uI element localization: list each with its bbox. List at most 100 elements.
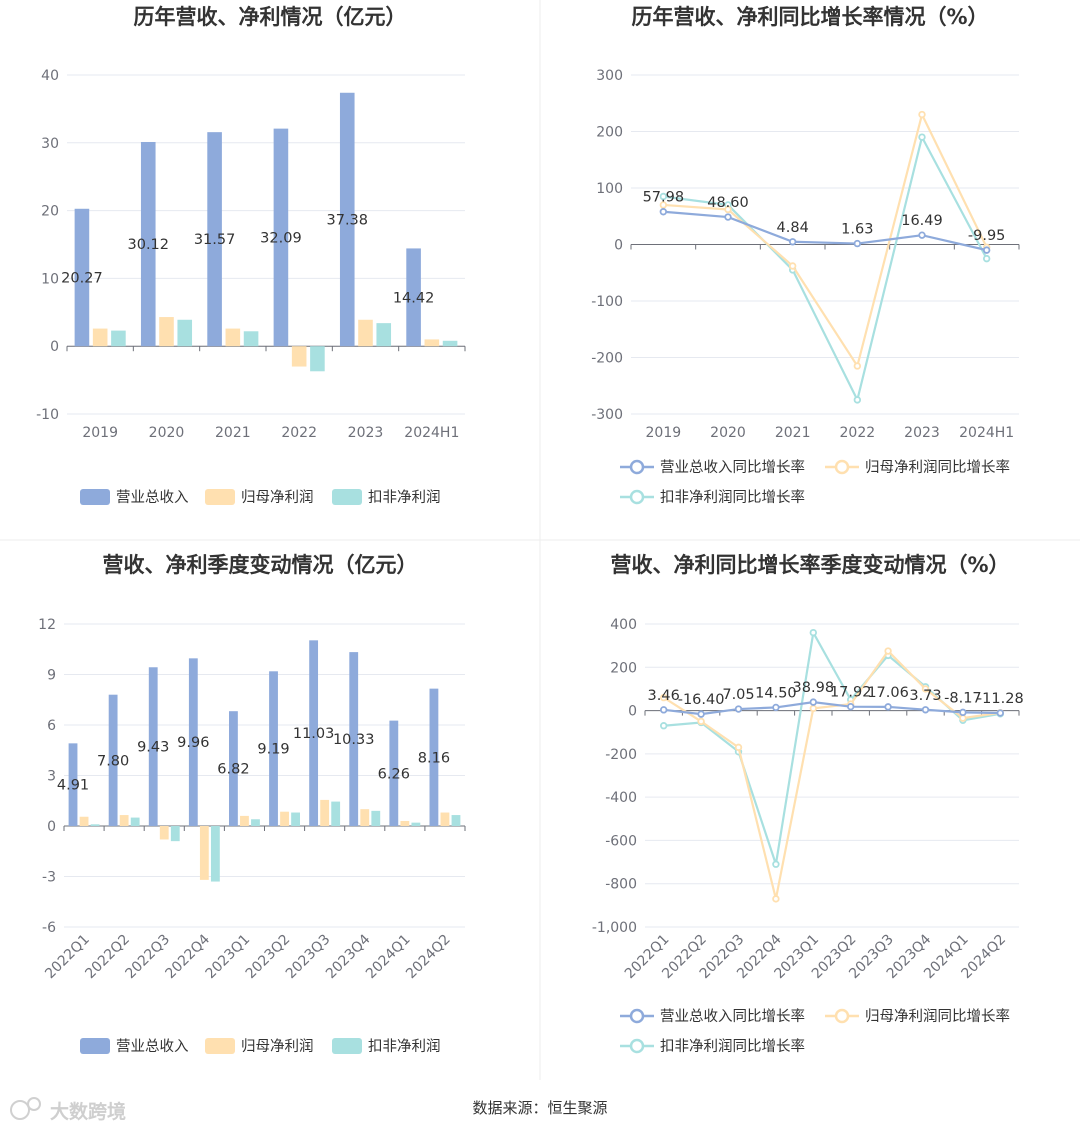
point-deducted_profit (982, 254, 991, 263)
bar-deducted_profit (371, 810, 381, 826)
bar-revenue (148, 667, 158, 826)
bar-data-label: 37.38 (327, 212, 369, 228)
line-data-label: 57.98 (643, 190, 685, 206)
bar-deducted_profit (291, 812, 300, 826)
point-revenue (982, 246, 991, 254)
legend-item[interactable]: 扣非净利润同比增长率 (620, 489, 805, 506)
line-net_profit (663, 111, 988, 369)
line-data-label: -8.17 (944, 690, 982, 706)
bar-net_profit (159, 826, 169, 840)
legend-item[interactable]: 归母净利润 (205, 489, 314, 506)
line-data-label: 17.06 (867, 685, 909, 701)
legend-item[interactable]: 营业总收入 (80, 1038, 189, 1055)
bar-revenue (269, 671, 278, 826)
bar-net_profit (424, 339, 440, 347)
bar-revenue (68, 743, 78, 826)
bar-revenue (309, 640, 319, 826)
bar-deducted_profit (243, 331, 259, 347)
legend-item[interactable]: 营业总收入同比增长率 (620, 1008, 805, 1025)
bar-deducted_profit (331, 801, 341, 826)
x-tick-label: 2019 (82, 425, 118, 441)
point-deducted_profit (659, 192, 668, 201)
legend-swatch (80, 1038, 110, 1054)
bar-data-label: 10.33 (333, 732, 375, 748)
point-revenue (697, 710, 705, 718)
legend-label: 归母净利润同比增长率 (865, 459, 1010, 476)
legend-item[interactable]: 扣非净利润 (332, 489, 441, 506)
legend-label: 归母净利润同比增长率 (865, 1008, 1010, 1025)
legend-swatch (332, 489, 362, 505)
bar-revenue (108, 694, 118, 826)
bar-net_profit (225, 328, 241, 347)
chart-title-quarterly-growth: 营收、净利同比增长率季度变动情况（%） (610, 553, 1009, 577)
y-tick-label: 0 (614, 238, 623, 254)
legend-swatch (205, 1038, 235, 1054)
bar-data-label: 32.09 (260, 230, 302, 246)
y-tick-label: 12 (38, 617, 56, 633)
bar-net_profit (280, 811, 289, 826)
legend-item[interactable]: 营业总收入 (80, 489, 189, 506)
bar-deducted_profit (111, 330, 126, 347)
bar-data-label: 6.26 (378, 766, 410, 782)
legend-item[interactable]: 归母净利润 (205, 1038, 314, 1055)
y-tick-label: 20 (41, 204, 59, 220)
line-data-label: 16.49 (901, 213, 943, 229)
bar-deducted_profit (411, 822, 421, 826)
y-tick-label: -3 (42, 870, 56, 886)
y-tick-label: 30 (41, 136, 59, 152)
y-tick-label: -100 (591, 294, 623, 310)
line-data-label: 4.84 (777, 220, 809, 236)
bar-data-label: 9.43 (137, 740, 169, 756)
legend-item[interactable]: 扣非净利润 (332, 1038, 441, 1055)
bar-deducted_profit (376, 323, 392, 347)
x-tick-label: 2021 (775, 425, 811, 441)
legend-swatch (332, 1038, 362, 1054)
bar-net_profit (92, 328, 108, 347)
y-tick-label: -1,000 (592, 920, 637, 936)
line-revenue (663, 701, 1001, 716)
y-tick-label: 100 (596, 181, 623, 197)
point-revenue (853, 239, 862, 248)
bar-revenue (406, 248, 421, 347)
y-tick-label: 0 (628, 704, 637, 720)
y-tick-label: -10 (36, 407, 59, 423)
bar-revenue (188, 658, 198, 826)
legend-item[interactable]: 扣非净利润同比增长率 (620, 1038, 805, 1055)
legend-label: 扣非净利润 (368, 1038, 441, 1055)
bar-data-label: 4.91 (57, 778, 89, 794)
bar-data-label: 6.82 (217, 762, 249, 778)
chart-title-annual-growth: 历年营收、净利同比增长率情况（%） (631, 5, 988, 29)
legend-item[interactable]: 营业总收入同比增长率 (620, 459, 805, 476)
point-net_profit (884, 647, 892, 655)
line-data-label: 3.46 (648, 688, 680, 704)
line-data-label: -9.95 (968, 228, 1006, 244)
bar-revenue (140, 141, 156, 347)
point-net_profit (659, 201, 668, 209)
point-net_profit (724, 205, 732, 214)
legend-item[interactable]: 归母净利润同比增长率 (825, 1008, 1010, 1025)
bar-revenue (229, 711, 238, 826)
point-revenue (724, 213, 732, 221)
data-source: 数据来源：恒生聚源 (472, 1099, 607, 1117)
y-tick-label: 200 (610, 660, 637, 676)
point-net_profit (959, 714, 967, 722)
bar-deducted_profit (170, 826, 180, 842)
bar-deducted_profit (210, 826, 220, 882)
point-revenue (659, 208, 668, 216)
bar-data-label: 30.12 (128, 237, 170, 253)
bar-net_profit (291, 346, 307, 367)
legend-label: 归母净利润 (241, 489, 314, 506)
x-tick-label: 2023 (348, 425, 384, 441)
point-revenue (734, 705, 743, 713)
x-tick-label: 2024H1 (959, 425, 1014, 441)
bar-revenue (349, 652, 359, 826)
y-tick-label: -300 (591, 407, 623, 423)
legend-label: 营业总收入 (116, 489, 189, 506)
bar-revenue (429, 688, 439, 826)
point-revenue (921, 706, 930, 714)
bar-data-label: 9.96 (177, 735, 209, 751)
point-net_profit (918, 110, 926, 119)
x-tick-label: 2023 (904, 425, 940, 441)
legend-item[interactable]: 归母净利润同比增长率 (825, 459, 1010, 476)
